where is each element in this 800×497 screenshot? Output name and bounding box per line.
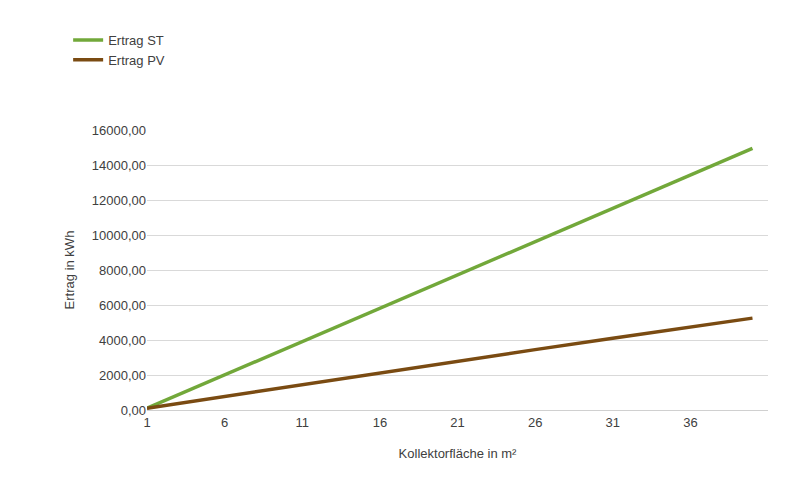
svg-text:8000,00: 8000,00 <box>99 263 146 278</box>
svg-text:4000,00: 4000,00 <box>99 333 146 348</box>
svg-text:11: 11 <box>296 415 310 430</box>
svg-text:36: 36 <box>683 415 697 430</box>
svg-text:16: 16 <box>373 415 387 430</box>
svg-text:6: 6 <box>221 415 228 430</box>
svg-text:16000,00: 16000,00 <box>92 123 146 138</box>
svg-text:12000,00: 12000,00 <box>92 193 146 208</box>
svg-text:Ertrag PV: Ertrag PV <box>108 53 165 68</box>
svg-text:14000,00: 14000,00 <box>92 158 146 173</box>
svg-text:1: 1 <box>143 415 150 430</box>
svg-text:31: 31 <box>606 415 620 430</box>
svg-text:Kollektorfläche in m²: Kollektorfläche in m² <box>399 446 517 461</box>
svg-text:6000,00: 6000,00 <box>99 298 146 313</box>
svg-text:Ertrag in kWh: Ertrag in kWh <box>62 231 77 310</box>
svg-text:10000,00: 10000,00 <box>92 228 146 243</box>
svg-text:21: 21 <box>450 415 464 430</box>
svg-text:Ertrag ST: Ertrag ST <box>108 33 164 48</box>
svg-text:26: 26 <box>528 415 542 430</box>
svg-text:0,00: 0,00 <box>121 403 146 418</box>
svg-text:2000,00: 2000,00 <box>99 368 146 383</box>
